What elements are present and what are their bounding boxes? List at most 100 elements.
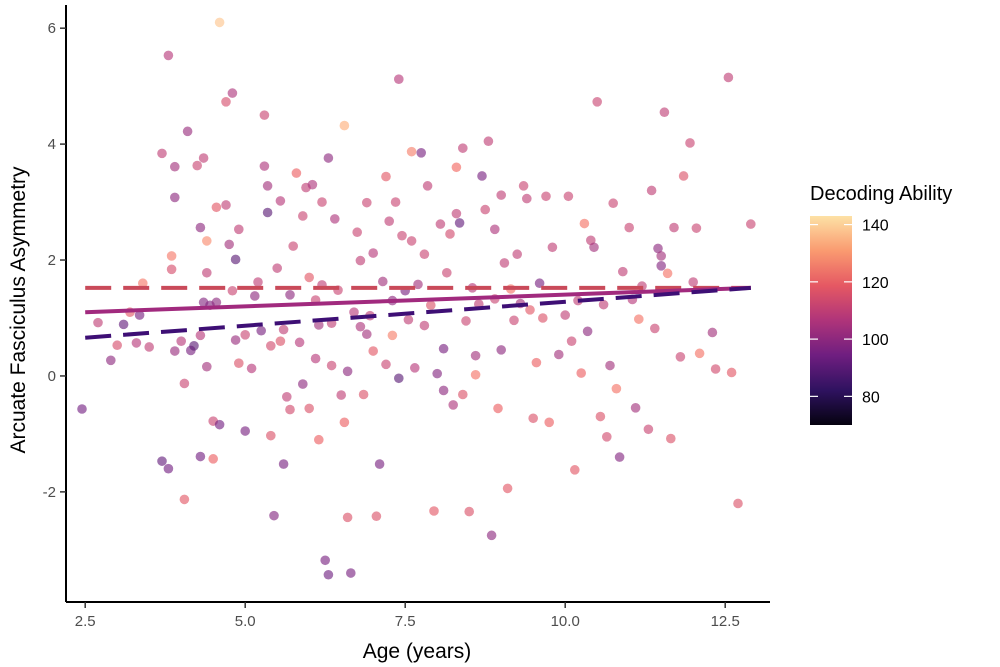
x-tick-label: 5.0 — [235, 613, 256, 630]
data-point — [323, 569, 334, 580]
data-point — [458, 389, 468, 400]
data-point — [554, 349, 564, 360]
data-point — [326, 360, 337, 371]
data-point — [448, 400, 459, 410]
data-point — [208, 454, 218, 464]
data-point — [390, 197, 401, 207]
data-point — [454, 218, 465, 228]
data-point — [163, 50, 174, 61]
data-point — [544, 417, 554, 428]
data-point — [486, 530, 497, 541]
data-point — [458, 143, 468, 153]
data-point — [339, 417, 350, 428]
data-point — [566, 336, 577, 346]
data-point — [138, 278, 148, 289]
data-point — [480, 204, 491, 215]
data-point — [221, 200, 231, 210]
data-point — [461, 316, 471, 326]
data-point — [733, 498, 743, 509]
data-point — [451, 162, 462, 173]
data-point — [234, 224, 244, 235]
data-point — [694, 348, 705, 359]
data-point — [381, 171, 391, 182]
data-point — [285, 290, 295, 300]
x-tick-label: 10.0 — [551, 613, 580, 630]
data-point — [163, 463, 174, 474]
data-point — [131, 338, 142, 348]
data-point — [547, 242, 558, 253]
data-point — [403, 314, 414, 325]
data-point — [240, 426, 250, 436]
data-point — [656, 261, 666, 271]
data-point — [330, 214, 340, 224]
data-point — [256, 325, 267, 336]
data-point — [522, 193, 532, 204]
data-point — [394, 74, 404, 84]
data-point — [323, 153, 334, 163]
data-point — [426, 300, 436, 311]
y-tick-label: 6 — [48, 20, 56, 37]
data-point — [570, 465, 580, 475]
data-point — [310, 353, 321, 364]
data-point — [314, 434, 324, 445]
data-point — [278, 324, 289, 335]
data-point — [502, 483, 513, 494]
data-point — [211, 297, 222, 308]
data-point — [202, 236, 212, 246]
data-point — [250, 291, 260, 301]
data-point — [144, 342, 154, 352]
data-point — [275, 336, 286, 346]
data-point — [384, 216, 395, 226]
data-point — [362, 329, 372, 340]
data-point — [166, 251, 177, 261]
data-point — [691, 223, 702, 233]
data-point — [422, 181, 433, 191]
data-point — [157, 456, 167, 466]
colorbar-tick-label: 80 — [862, 389, 880, 406]
data-point — [378, 276, 388, 287]
data-point — [355, 321, 366, 332]
y-tick-label: -2 — [43, 484, 56, 501]
data-point — [394, 373, 404, 384]
data-point — [624, 222, 634, 233]
data-point — [499, 258, 510, 268]
data-point — [195, 222, 206, 233]
data-point — [387, 330, 398, 341]
data-point — [179, 378, 190, 389]
data-point — [198, 153, 209, 163]
color-legend: Decoding Ability 80 100 120 140 — [810, 183, 952, 425]
data-point — [294, 337, 305, 348]
data-point — [592, 96, 602, 107]
data-point — [576, 368, 586, 378]
data-point — [112, 340, 122, 351]
data-point — [259, 161, 270, 171]
colorbar-tick-label: 140 — [862, 218, 889, 235]
colorbar-tick-label: 100 — [862, 332, 889, 349]
data-point — [406, 146, 417, 157]
data-point — [643, 424, 654, 435]
data-point — [176, 336, 186, 346]
data-point — [483, 136, 494, 147]
data-point — [509, 315, 519, 326]
data-point — [358, 389, 369, 400]
data-point — [470, 350, 481, 361]
data-point — [659, 107, 670, 118]
data-point — [304, 272, 315, 283]
data-point — [602, 432, 612, 442]
data-point — [336, 390, 347, 400]
data-point — [723, 72, 734, 83]
data-point — [531, 357, 542, 368]
data-point — [611, 383, 622, 394]
data-point — [432, 368, 443, 379]
data-point — [355, 255, 366, 266]
data-point — [419, 320, 430, 331]
data-point — [134, 310, 145, 320]
data-point — [342, 512, 353, 523]
y-tick-label: 0 — [48, 368, 56, 385]
y-tick-label: 2 — [48, 252, 56, 269]
data-point — [560, 310, 570, 320]
data-point — [410, 363, 420, 373]
data-point — [496, 345, 507, 355]
data-point — [317, 197, 327, 207]
